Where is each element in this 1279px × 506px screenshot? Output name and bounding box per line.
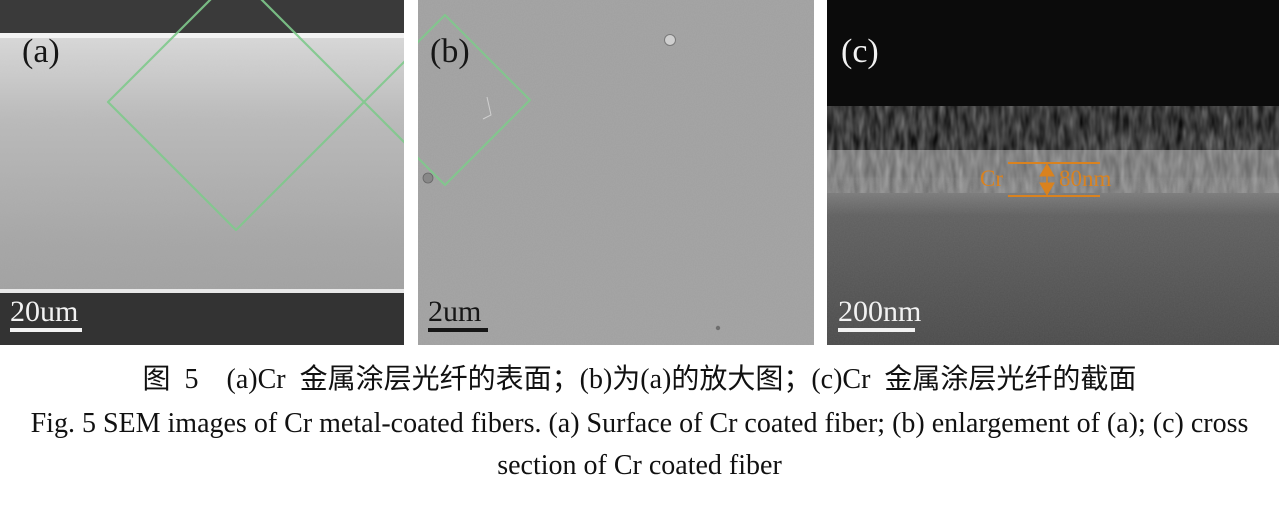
- svg-text:80nm: 80nm: [1059, 166, 1112, 191]
- svg-text:(b): (b): [430, 33, 470, 70]
- svg-text:2um: 2um: [428, 295, 481, 328]
- svg-text:(c): (c): [841, 33, 879, 70]
- svg-text:(a): (a): [22, 33, 60, 70]
- svg-text:Cr: Cr: [980, 166, 1003, 191]
- svg-text:20um: 20um: [10, 295, 78, 328]
- svg-text:200nm: 200nm: [838, 295, 921, 328]
